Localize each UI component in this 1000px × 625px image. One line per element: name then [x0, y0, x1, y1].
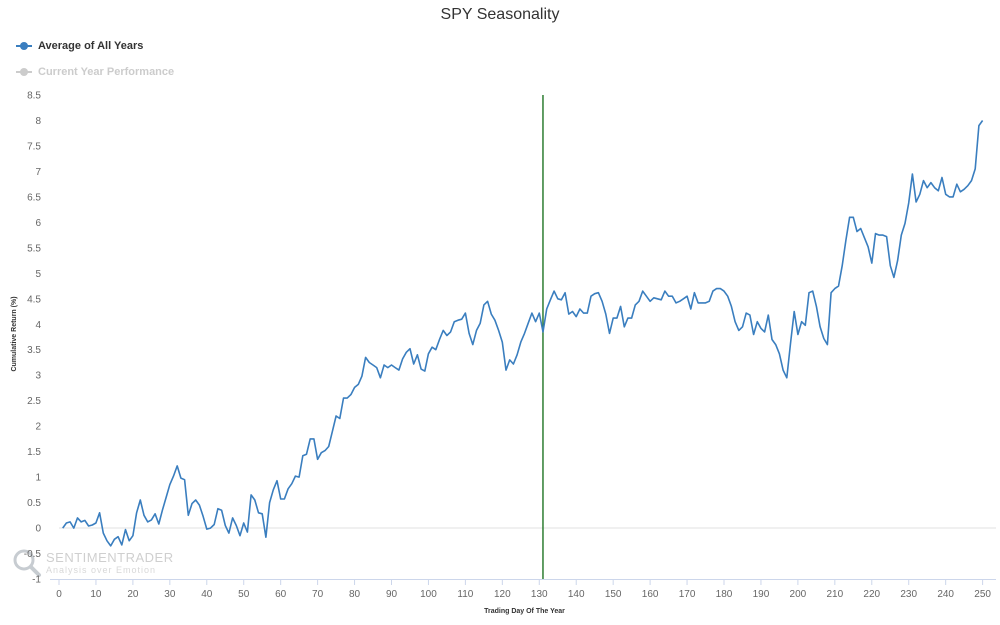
y-tick-label: 5.5	[27, 243, 41, 254]
x-tick-label: 160	[642, 589, 659, 600]
y-tick-label: 3	[35, 371, 41, 382]
y-tick-label: 1.5	[27, 447, 41, 458]
x-tick-label: 140	[568, 589, 585, 600]
y-tick-label: 0.5	[27, 498, 41, 509]
x-tick-label: 200	[790, 589, 807, 600]
x-tick-label: 240	[937, 589, 954, 600]
y-tick-label: 6	[35, 218, 41, 229]
x-tick-label: 20	[127, 589, 139, 600]
y-tick-label: 2	[35, 422, 41, 433]
x-tick-label: 170	[679, 589, 696, 600]
x-tick-label: 180	[716, 589, 733, 600]
x-tick-label: 60	[275, 589, 287, 600]
chart-title: SPY Seasonality	[440, 6, 560, 23]
x-tick-label: 90	[386, 589, 398, 600]
y-tick-label: 5	[35, 269, 41, 280]
x-tick-label: 10	[90, 589, 102, 600]
legend-label: Current Year Performance	[38, 66, 175, 78]
y-tick-label: 1	[35, 473, 41, 484]
y-tick-label: 8.5	[27, 91, 41, 102]
y-tick-label: 4.5	[27, 294, 41, 305]
x-tick-label: 220	[863, 589, 880, 600]
x-tick-label: 210	[826, 589, 843, 600]
y-tick-label: 2.5	[27, 396, 41, 407]
series-line-average-of-all-years	[62, 120, 984, 547]
sentimentrader-watermark: SENTIMENTRADER Analysis over Emotion	[12, 548, 174, 578]
y-axis: -1 -0.5 0 0.5 1 1.5 2 2.5 3 3.5 4 4.5 5 5.5 6 6.5 7 7.5 8 8…	[24, 91, 42, 586]
x-tick-label: 50	[238, 589, 250, 600]
legend-marker-icon	[16, 67, 32, 77]
x-tick-label: 30	[164, 589, 176, 600]
y-tick-label: 7	[35, 167, 41, 178]
legend-marker-icon	[16, 41, 32, 51]
y-axis-title: Cumulative Return (%)	[11, 296, 18, 371]
y-tick-label: -0.5	[24, 549, 42, 560]
x-tick-label: 250	[974, 589, 991, 600]
x-axis-title: Trading Day Of The Year	[484, 608, 565, 615]
legend-label: Average of All Years	[38, 40, 144, 52]
x-tick-label: 230	[900, 589, 917, 600]
y-tick-label: 0	[35, 524, 41, 535]
y-tick-label: 3.5	[27, 345, 41, 356]
watermark-brand: SENTIMENTRADER	[46, 550, 174, 565]
x-tick-label: 150	[605, 589, 622, 600]
y-tick-label: 8	[35, 116, 41, 127]
x-tick-label: 130	[531, 589, 548, 600]
x-tick-label: 100	[420, 589, 437, 600]
x-tick-label: 70	[312, 589, 324, 600]
watermark-tagline: Analysis over Emotion	[46, 565, 157, 575]
x-tick-label: 0	[56, 589, 62, 600]
magnifier-logo-icon	[13, 549, 41, 577]
y-tick-label: 4	[35, 320, 41, 331]
y-tick-label: -1	[32, 575, 41, 586]
y-tick-label: 6.5	[27, 192, 41, 203]
x-tick-label: 190	[753, 589, 770, 600]
legend-item-average-of-all-years[interactable]: Average of All Years	[16, 40, 143, 52]
x-tick-label: 110	[457, 589, 473, 600]
x-tick-label: 40	[201, 589, 213, 600]
x-tick-label: 120	[494, 589, 511, 600]
x-tick-label: 80	[349, 589, 361, 600]
y-tick-label: 7.5	[27, 141, 41, 152]
x-axis: 0 10 20 30 40 50 60 70 80 90 100 110 120 130 140 150 160…	[56, 579, 991, 600]
legend-item-current-year-performance[interactable]: Current Year Performance	[16, 66, 174, 78]
